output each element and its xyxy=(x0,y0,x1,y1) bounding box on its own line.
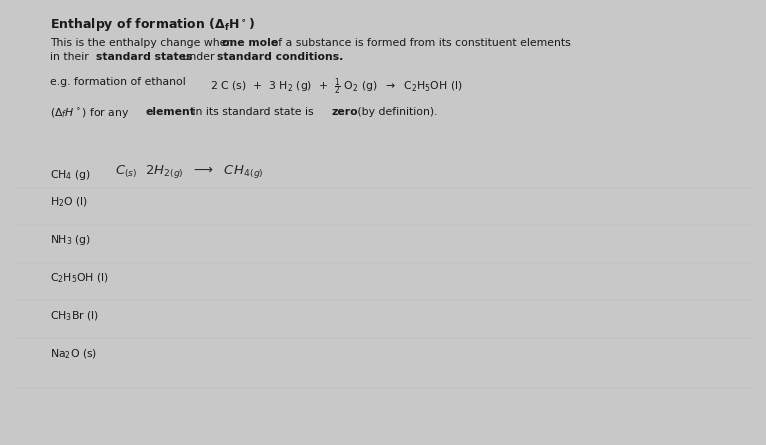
Text: C$_2$H$_5$OH (l): C$_2$H$_5$OH (l) xyxy=(50,271,109,285)
Text: in its standard state is: in its standard state is xyxy=(189,107,317,117)
Text: element: element xyxy=(146,107,196,117)
Text: Na$_2$O (s): Na$_2$O (s) xyxy=(50,347,97,360)
Text: CH$_3$Br (l): CH$_3$Br (l) xyxy=(50,309,99,323)
Text: in their: in their xyxy=(50,52,92,62)
Text: (by definition).: (by definition). xyxy=(354,107,437,117)
Text: This is the enthalpy change when: This is the enthalpy change when xyxy=(50,38,237,48)
Text: $\mathit{C}_{(s)}$  $2\mathit{H}_{2(g)}$  $\longrightarrow$  $\mathit{CH_4}_{(g): $\mathit{C}_{(s)}$ $2\mathit{H}_{2(g)}$ … xyxy=(115,163,264,180)
Text: e.g. formation of ethanol: e.g. formation of ethanol xyxy=(50,77,185,87)
Text: CH$_4$ (g): CH$_4$ (g) xyxy=(50,168,91,182)
Text: NH$_3$ (g): NH$_3$ (g) xyxy=(50,233,91,247)
Text: one mole: one mole xyxy=(222,38,278,48)
Text: zero: zero xyxy=(332,107,358,117)
Text: H$_2$O (l): H$_2$O (l) xyxy=(50,195,88,209)
Text: ($\Delta_f H^\circ$) for any: ($\Delta_f H^\circ$) for any xyxy=(50,107,130,121)
Text: standard states: standard states xyxy=(96,52,192,62)
Text: Enthalpy of formation ($\mathbf{\Delta_f H^\circ}$): Enthalpy of formation ($\mathbf{\Delta_f… xyxy=(50,16,255,33)
Text: of a substance is formed from its constituent elements: of a substance is formed from its consti… xyxy=(268,38,571,48)
Text: 2 C (s)  +  3 H$_2$ (g)  +  $\frac{1}{2}$ O$_2$ (g)  $\rightarrow$  C$_2$H$_5$OH: 2 C (s) + 3 H$_2$ (g) + $\frac{1}{2}$ O$… xyxy=(210,77,463,98)
Text: under: under xyxy=(179,52,218,62)
Text: standard conditions.: standard conditions. xyxy=(217,52,343,62)
